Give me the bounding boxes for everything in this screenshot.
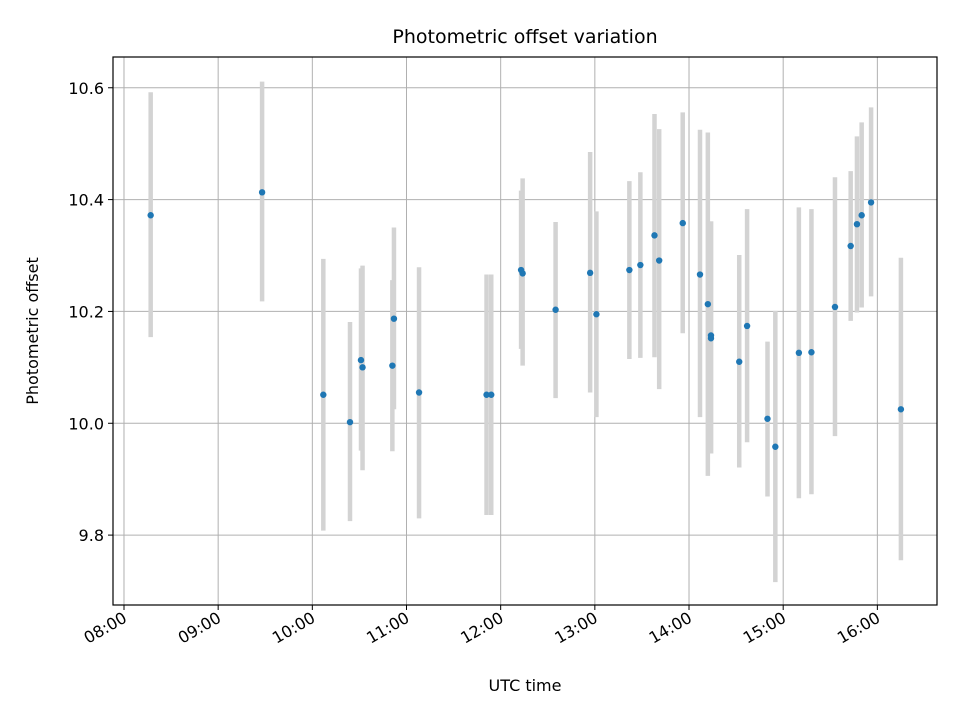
- data-point: [483, 391, 490, 398]
- x-axis-label: UTC time: [489, 676, 562, 695]
- data-point: [389, 362, 396, 369]
- y-axis-label: Photometric offset: [23, 257, 42, 405]
- data-point: [359, 364, 366, 371]
- chart-title: Photometric offset variation: [392, 26, 657, 48]
- plot-area-frame: [112, 56, 938, 606]
- data-point: [357, 356, 365, 364]
- y-axis-ticks: 9.8 10.0 10.2 10.4 10.6: [68, 79, 113, 545]
- data-point: [390, 315, 398, 322]
- data-point: [147, 212, 154, 219]
- data-point: [707, 335, 715, 342]
- data-point: [637, 261, 644, 269]
- data-point: [736, 358, 743, 365]
- y-tick-label: 10.4: [68, 191, 104, 210]
- data-point: [519, 270, 526, 277]
- data-point: [655, 257, 663, 264]
- data-point: [696, 271, 704, 278]
- data-point: [743, 322, 751, 330]
- data-point: [593, 311, 600, 318]
- data-point: [858, 212, 865, 219]
- data-point: [626, 266, 633, 274]
- data-point: [808, 349, 815, 356]
- y-tick-label: 9.8: [79, 526, 104, 545]
- data-point: [897, 406, 905, 413]
- y-tick-label: 10.2: [68, 302, 104, 321]
- data-point: [346, 418, 354, 426]
- data-point: [847, 242, 854, 250]
- data-point: [258, 189, 266, 196]
- data-point: [853, 220, 861, 228]
- data-point: [772, 443, 779, 450]
- data-point: [552, 306, 559, 313]
- data-point: [831, 303, 839, 311]
- y-tick-label: 10.0: [68, 414, 104, 433]
- data-point: [704, 300, 712, 308]
- data-point: [488, 391, 495, 398]
- data-point: [651, 232, 658, 239]
- data-point: [764, 415, 771, 422]
- data-point: [679, 219, 686, 227]
- y-tick-label: 10.6: [68, 79, 104, 98]
- data-point: [867, 199, 875, 206]
- data-point: [795, 349, 803, 357]
- data-point: [586, 269, 594, 277]
- data-point: [415, 389, 423, 396]
- data-points: [147, 189, 905, 450]
- data-point: [320, 391, 327, 398]
